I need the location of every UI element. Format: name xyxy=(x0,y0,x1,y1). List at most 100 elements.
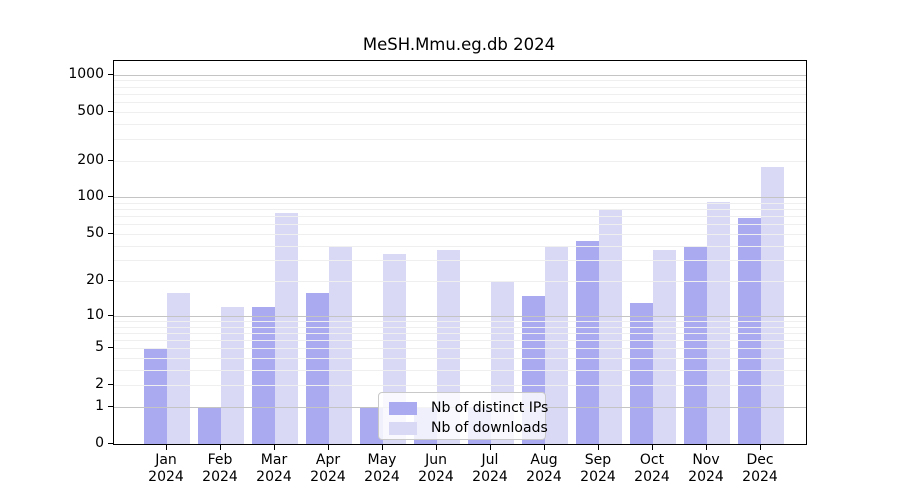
month-name: Jan xyxy=(155,452,177,468)
gridline-minor-2 xyxy=(114,385,806,387)
bar-distinct-ips-jan xyxy=(144,348,167,444)
x-tick-mark-jan xyxy=(166,445,167,450)
gridline-minor-40 xyxy=(114,245,806,247)
gridline-minor-500 xyxy=(114,111,806,113)
legend-label-distinct-ips: Nb of distinct IPs xyxy=(431,400,549,416)
x-tick-label-apr: Apr 2024 xyxy=(300,452,356,486)
month-year: 2024 xyxy=(472,469,508,485)
x-tick-mark-may xyxy=(382,445,383,450)
y-tick-mark-50 xyxy=(108,232,113,234)
x-tick-label-nov: Nov 2024 xyxy=(678,452,734,486)
x-tick-mark-mar xyxy=(274,445,275,450)
month-year: 2024 xyxy=(364,469,400,485)
month-year: 2024 xyxy=(256,469,292,485)
x-tick-label-jun: Jun 2024 xyxy=(408,452,464,486)
x-tick-label-dec: Dec 2024 xyxy=(732,452,788,486)
x-tick-mark-aug xyxy=(544,445,545,450)
gridline-minor-5 xyxy=(114,348,806,350)
gridline-minor-3 xyxy=(114,369,806,371)
gridline-minor-6 xyxy=(114,340,806,341)
gridline-minor-8 xyxy=(114,326,806,328)
y-tick-mark-200 xyxy=(108,159,113,161)
month-year: 2024 xyxy=(202,469,238,485)
gridline-minor-90 xyxy=(114,202,806,204)
y-tick-mark-1000 xyxy=(108,73,113,75)
month-name: May xyxy=(367,452,397,468)
x-tick-label-oct: Oct 2024 xyxy=(624,452,680,486)
x-tick-label-mar: Mar 2024 xyxy=(246,452,302,486)
y-tick-label-500: 500 xyxy=(77,102,104,119)
month-year: 2024 xyxy=(310,469,346,485)
month-year: 2024 xyxy=(742,469,778,485)
month-name: Jul xyxy=(481,452,499,468)
y-tick-mark-100 xyxy=(108,196,113,198)
gridline-minor-300 xyxy=(114,138,806,140)
bar-distinct-ips-feb xyxy=(198,406,221,444)
bar-downloads-feb xyxy=(221,306,244,444)
bar-distinct-ips-nov xyxy=(684,246,707,444)
gridline-minor-7 xyxy=(114,332,806,334)
month-year: 2024 xyxy=(148,469,184,485)
x-tick-label-jul: Jul 2024 xyxy=(462,452,518,486)
x-tick-mark-dec xyxy=(760,445,761,450)
month-name: Jun xyxy=(425,452,447,468)
legend-label-downloads: Nb of downloads xyxy=(431,420,548,436)
gridline-minor-700 xyxy=(114,93,806,95)
bar-downloads-dec xyxy=(761,167,784,444)
legend-swatch-downloads xyxy=(389,422,417,435)
gridline-minor-900 xyxy=(114,80,806,82)
chart-title: MeSH.Mmu.eg.db 2024 xyxy=(362,35,556,54)
bar-downloads-jan xyxy=(167,292,190,444)
bar-distinct-ips-may xyxy=(360,406,383,444)
y-tick-label-1000: 1000 xyxy=(68,65,104,82)
gridline-minor-70 xyxy=(114,216,806,218)
y-tick-label-20: 20 xyxy=(86,272,104,289)
month-year: 2024 xyxy=(526,469,562,485)
gridline-minor-200 xyxy=(114,160,806,162)
month-name: Apr xyxy=(315,452,341,468)
legend-item-distinct-ips: Nb of distinct IPs xyxy=(389,400,548,417)
bar-distinct-ips-oct xyxy=(630,302,653,444)
month-name: Aug xyxy=(530,452,558,468)
y-tick-mark-20 xyxy=(108,280,113,282)
month-name: Oct xyxy=(639,452,665,468)
gridline-minor-60 xyxy=(114,224,806,226)
bar-distinct-ips-apr xyxy=(306,292,329,444)
x-tick-mark-oct xyxy=(652,445,653,450)
gridline-major-10 xyxy=(114,315,806,317)
x-tick-label-aug: Aug 2024 xyxy=(516,452,572,486)
x-tick-mark-sep xyxy=(598,445,599,450)
bar-distinct-ips-mar xyxy=(252,306,275,444)
bar-distinct-ips-dec xyxy=(738,218,761,444)
y-tick-mark-5 xyxy=(108,347,113,349)
y-tick-label-2: 2 xyxy=(95,376,104,393)
plot-area xyxy=(113,60,807,445)
gridline-major-1000 xyxy=(114,74,806,76)
bar-downloads-oct xyxy=(653,249,676,444)
month-name: Dec xyxy=(746,452,774,468)
y-tick-label-10: 10 xyxy=(86,306,104,323)
month-name: Nov xyxy=(692,452,720,468)
y-tick-label-200: 200 xyxy=(77,151,104,168)
month-year: 2024 xyxy=(634,469,670,485)
legend: Nb of distinct IPs Nb of downloads xyxy=(378,392,548,440)
bar-distinct-ips-sep xyxy=(576,240,599,444)
x-tick-mark-nov xyxy=(706,445,707,450)
gridline-minor-4 xyxy=(114,358,806,359)
gridline-minor-400 xyxy=(114,123,806,125)
y-tick-mark-2 xyxy=(108,384,113,386)
y-tick-mark-10 xyxy=(108,314,113,316)
x-tick-mark-jul xyxy=(490,445,491,450)
x-tick-label-jan: Jan 2024 xyxy=(138,452,194,486)
month-year: 2024 xyxy=(418,469,454,485)
bar-downloads-apr xyxy=(329,246,352,444)
y-tick-label-0: 0 xyxy=(95,435,104,451)
gridline-minor-30 xyxy=(114,260,806,262)
y-tick-mark-500 xyxy=(108,110,113,112)
bar-downloads-nov xyxy=(707,202,730,444)
x-tick-label-may: May 2024 xyxy=(354,452,410,486)
bar-downloads-aug xyxy=(545,245,568,444)
month-year: 2024 xyxy=(688,469,724,485)
x-tick-label-feb: Feb 2024 xyxy=(192,452,248,486)
